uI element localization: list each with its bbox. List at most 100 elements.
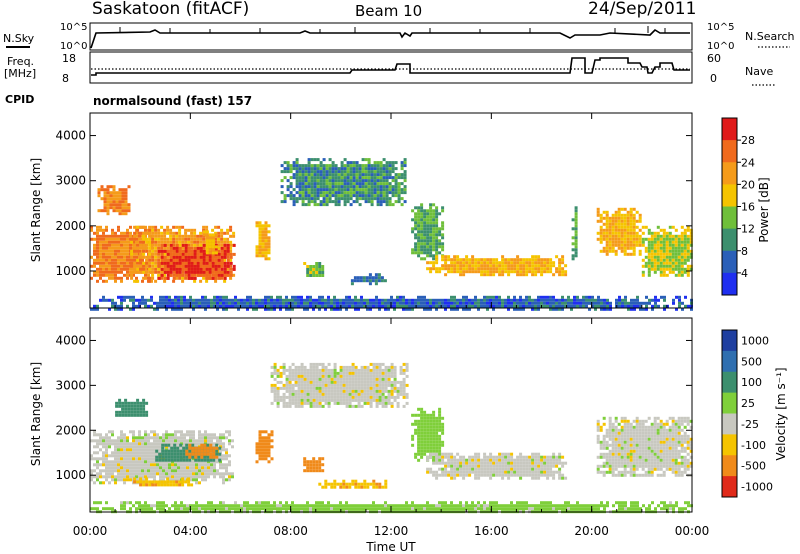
power-cell [426, 254, 430, 258]
power-cell [295, 161, 299, 165]
power-cell [123, 258, 126, 262]
velocity-cell [153, 472, 156, 476]
power-cell [205, 255, 209, 259]
power-cell [585, 304, 588, 308]
power-cell [385, 176, 389, 180]
velocity-cell [124, 410, 128, 414]
velocity-cell [135, 436, 138, 440]
velocity-cell [267, 454, 271, 458]
power-cell [135, 298, 138, 302]
power-cell [471, 298, 474, 302]
power-cell [99, 261, 102, 265]
velocity-cell [258, 433, 262, 437]
velocity-cell [117, 469, 120, 473]
power-cell [507, 270, 511, 274]
power-cell [289, 185, 293, 189]
power-cell [124, 194, 128, 198]
power-cell [255, 221, 259, 225]
power-cell [665, 255, 669, 259]
velocity-cell [345, 377, 349, 381]
power-cell [331, 194, 335, 198]
power-cell [477, 267, 481, 271]
power-cell [385, 173, 389, 177]
power-cell [525, 264, 529, 268]
power-cell [121, 200, 125, 204]
power-cell [108, 237, 111, 241]
velocity-cell [306, 398, 310, 402]
power-cell [325, 167, 329, 171]
power-cell [367, 185, 371, 189]
power-cell [689, 249, 693, 253]
power-cell [205, 242, 209, 246]
velocity-cell [351, 383, 355, 387]
velocity-cell [384, 368, 388, 372]
power-cell [156, 301, 159, 305]
power-cell [471, 261, 475, 265]
power-cell [522, 307, 525, 311]
velocity-cell [369, 395, 373, 399]
power-cell [429, 304, 432, 308]
power-cell [382, 173, 386, 177]
power-cell [148, 225, 152, 229]
power-cell [660, 295, 663, 299]
power-cell [181, 243, 185, 247]
power-cell [519, 270, 523, 274]
power-cell [105, 234, 108, 238]
power-cell [261, 298, 264, 302]
freq-tick-bottom: 8 [62, 72, 69, 85]
power-cell [356, 279, 360, 283]
power-cell [585, 301, 588, 305]
power-cell [456, 298, 459, 302]
power-cell [408, 301, 411, 305]
power-cell [483, 301, 486, 305]
power-cell [157, 276, 161, 280]
power-cell [99, 225, 102, 229]
velocity-cell [318, 362, 322, 366]
power-cell [474, 298, 477, 302]
velocity-cell [111, 472, 114, 476]
velocity-cell [133, 404, 137, 408]
power-cell [349, 188, 353, 192]
velocity-cell [384, 371, 388, 375]
power-cell [364, 167, 368, 171]
power-cell [289, 164, 293, 168]
power-cell [232, 267, 236, 271]
power-cell [97, 194, 101, 198]
power-cell [638, 228, 642, 232]
velocity-cell [321, 380, 325, 384]
power-cell [108, 307, 111, 311]
power-cell [370, 176, 374, 180]
power-cell [540, 264, 544, 268]
power-cell [172, 273, 176, 277]
power-cell [471, 258, 475, 262]
power-cell [683, 270, 687, 274]
power-cell [96, 307, 99, 311]
velocity-cell [360, 395, 364, 399]
power-cell [102, 249, 105, 253]
power-cell [647, 252, 651, 256]
velocity-cell [155, 449, 159, 453]
velocity-cell [297, 368, 301, 372]
nsky-trace [90, 28, 690, 49]
power-cell [102, 258, 105, 262]
power-cell [366, 301, 369, 305]
velocity-cell [133, 410, 137, 414]
power-cell [510, 301, 513, 305]
power-cell [145, 246, 149, 250]
power-cell [370, 191, 374, 195]
velocity-cell [111, 466, 114, 470]
power-cell [462, 270, 466, 274]
power-cell [651, 307, 654, 311]
power-cell [223, 264, 227, 268]
power-cell [298, 170, 302, 174]
power-cell [489, 267, 493, 271]
power-cell [362, 279, 366, 283]
power-cell [394, 176, 398, 180]
power-cell [258, 221, 262, 225]
power-cell [90, 228, 93, 232]
power-cell [316, 167, 320, 171]
velocity-cell [213, 472, 216, 476]
power-cell [528, 270, 532, 274]
power-cell [181, 276, 185, 280]
power-cell [126, 231, 129, 235]
